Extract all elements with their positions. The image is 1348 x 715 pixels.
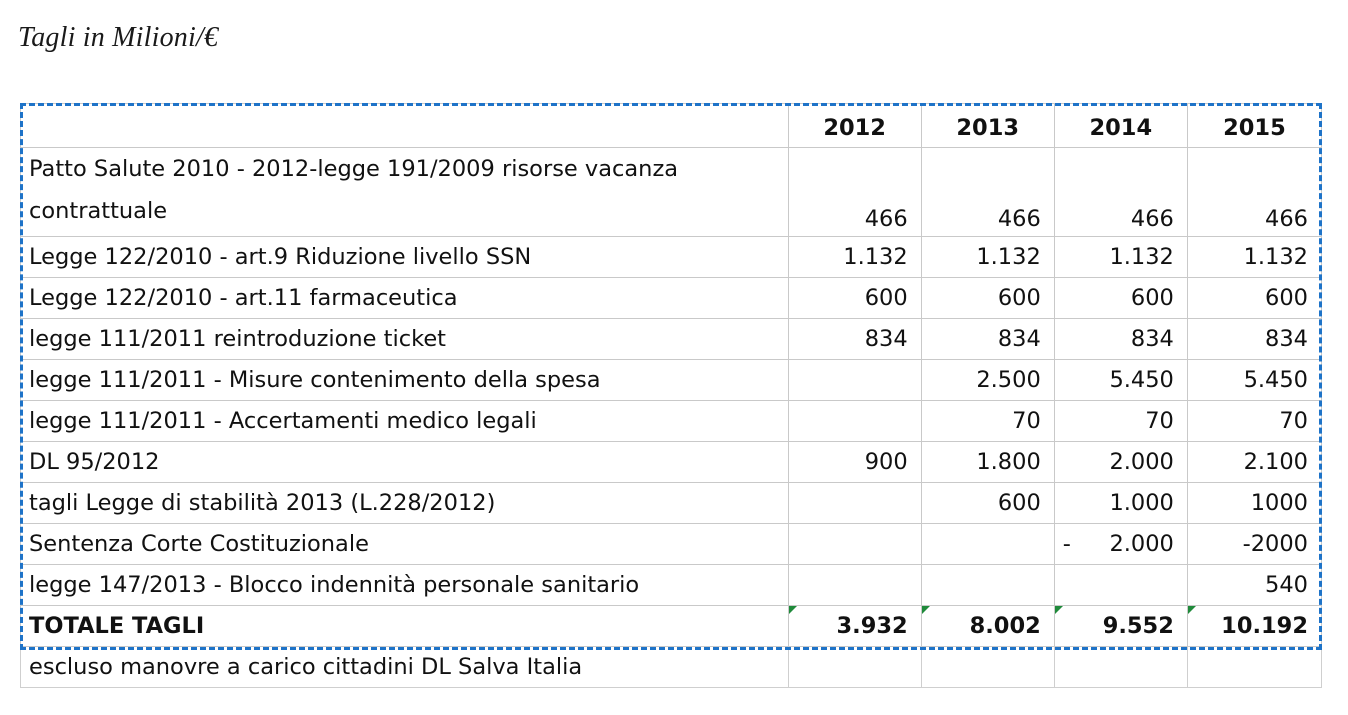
value-cell[interactable]: 1.800 (920, 441, 1055, 483)
value-cell[interactable]: 466 (1053, 147, 1188, 237)
total-cell[interactable]: 8.002 (920, 605, 1055, 647)
value-cell[interactable]: 70 (920, 400, 1055, 442)
value-cell[interactable] (920, 523, 1055, 565)
value-cell[interactable]: -2000 (1186, 523, 1323, 565)
table-row: legge 111/2011 - Misure contenimento del… (20, 359, 1323, 401)
total-label[interactable]: TOTALE TAGLI (20, 605, 789, 647)
value-cell[interactable]: 5.450 (1186, 359, 1323, 401)
value-cell[interactable]: 600 (920, 277, 1055, 319)
value-cell[interactable] (1053, 564, 1188, 606)
value-cell[interactable]: 834 (1053, 318, 1188, 360)
row-label[interactable]: DL 95/2012 (20, 441, 789, 483)
negative-dash: - (1062, 531, 1071, 557)
table-row: Sentenza Corte Costituzionale - 2.000 -20… (20, 523, 1323, 565)
year-header-2015[interactable]: 2015 (1186, 103, 1323, 148)
value-cell[interactable]: 900 (787, 441, 922, 483)
table-caption: Tagli in Milioni/€ (18, 22, 219, 53)
row-label[interactable]: legge 111/2011 reintroduzione ticket (20, 318, 789, 360)
table-row: tagli Legge di stabilità 2013 (L.228/201… (20, 482, 1323, 524)
value-cell[interactable]: 5.450 (1053, 359, 1188, 401)
row-label[interactable]: tagli Legge di stabilità 2013 (L.228/201… (20, 482, 789, 524)
value-cell[interactable]: 1.132 (920, 236, 1055, 278)
value-cell[interactable] (787, 564, 922, 606)
row-label[interactable]: Legge 122/2010 - art.11 farmaceutica (20, 277, 789, 319)
table-row: legge 147/2013 - Blocco indennità person… (20, 564, 1323, 606)
cuts-table: 2012 2013 2014 2015 Patto Salute 2010 - … (20, 103, 1323, 688)
total-cell[interactable]: 9.552 (1053, 605, 1188, 647)
value-cell[interactable]: 2.500 (920, 359, 1055, 401)
formula-warning-icon (788, 606, 797, 614)
header-row: 2012 2013 2014 2015 (20, 103, 1323, 148)
total-value: 3.932 (836, 613, 908, 639)
formula-warning-icon (1054, 606, 1063, 614)
empty-cell[interactable] (787, 646, 922, 688)
value-cell[interactable]: 70 (1053, 400, 1188, 442)
value-cell[interactable]: 834 (920, 318, 1055, 360)
spreadsheet-table-wrapper: 2012 2013 2014 2015 Patto Salute 2010 - … (20, 103, 1323, 688)
row-label[interactable]: legge 111/2011 - Misure contenimento del… (20, 359, 789, 401)
value-cell[interactable] (787, 523, 922, 565)
row-label[interactable]: Patto Salute 2010 - 2012-legge 191/2009 … (20, 147, 789, 237)
value-cell[interactable]: 1.132 (1186, 236, 1323, 278)
value-cell[interactable]: 466 (920, 147, 1055, 237)
year-header-2014[interactable]: 2014 (1053, 103, 1188, 148)
value-cell[interactable]: - 2.000 (1053, 523, 1188, 565)
value-cell[interactable]: 2.100 (1186, 441, 1323, 483)
total-row: TOTALE TAGLI 3.932 8.002 9.552 10.192 (20, 605, 1323, 647)
row-label[interactable]: legge 111/2011 - Accertamenti medico leg… (20, 400, 789, 442)
table-row: Legge 122/2010 - art.9 Riduzione livello… (20, 236, 1323, 278)
total-cell[interactable]: 10.192 (1186, 605, 1323, 647)
value-cell[interactable]: 834 (787, 318, 922, 360)
header-label-cell[interactable] (20, 103, 789, 148)
value-cell[interactable]: 70 (1186, 400, 1323, 442)
year-header-2012[interactable]: 2012 (787, 103, 922, 148)
value-cell[interactable]: 1.000 (1053, 482, 1188, 524)
value-cell[interactable]: 1.132 (787, 236, 922, 278)
value-cell[interactable]: 466 (787, 147, 922, 237)
empty-cell[interactable] (920, 646, 1055, 688)
value-cell[interactable] (787, 482, 922, 524)
value-cell[interactable]: 540 (1186, 564, 1323, 606)
formula-warning-icon (1187, 606, 1196, 614)
value-cell[interactable]: 600 (920, 482, 1055, 524)
value-cell[interactable]: 600 (1186, 277, 1323, 319)
table-row: Patto Salute 2010 - 2012-legge 191/2009 … (20, 147, 1323, 237)
formula-warning-icon (921, 606, 930, 614)
value-cell[interactable]: 1.132 (1053, 236, 1188, 278)
row-label[interactable]: Legge 122/2010 - art.9 Riduzione livello… (20, 236, 789, 278)
value-text: 2.000 (1109, 531, 1174, 557)
value-cell[interactable]: 466 (1186, 147, 1323, 237)
year-header-2013[interactable]: 2013 (920, 103, 1055, 148)
total-value: 9.552 (1102, 613, 1174, 639)
table-row: Legge 122/2010 - art.11 farmaceutica 600… (20, 277, 1323, 319)
total-cell[interactable]: 3.932 (787, 605, 922, 647)
note-label[interactable]: escluso manovre a carico cittadini DL Sa… (20, 646, 789, 688)
value-cell[interactable]: 2.000 (1053, 441, 1188, 483)
table-row: DL 95/2012 900 1.800 2.000 2.100 (20, 441, 1323, 483)
value-cell[interactable]: 834 (1186, 318, 1323, 360)
row-label[interactable]: legge 147/2013 - Blocco indennità person… (20, 564, 789, 606)
note-row: escluso manovre a carico cittadini DL Sa… (20, 646, 1323, 688)
value-cell[interactable] (787, 400, 922, 442)
table-row: legge 111/2011 - Accertamenti medico leg… (20, 400, 1323, 442)
empty-cell[interactable] (1053, 646, 1188, 688)
empty-cell[interactable] (1186, 646, 1323, 688)
table-row: legge 111/2011 reintroduzione ticket 834… (20, 318, 1323, 360)
value-cell[interactable] (787, 359, 922, 401)
total-value: 10.192 (1221, 613, 1308, 639)
value-cell[interactable]: 600 (1053, 277, 1188, 319)
value-cell[interactable]: 1000 (1186, 482, 1323, 524)
row-label[interactable]: Sentenza Corte Costituzionale (20, 523, 789, 565)
value-cell[interactable] (920, 564, 1055, 606)
value-cell[interactable]: 600 (787, 277, 922, 319)
total-value: 8.002 (969, 613, 1041, 639)
